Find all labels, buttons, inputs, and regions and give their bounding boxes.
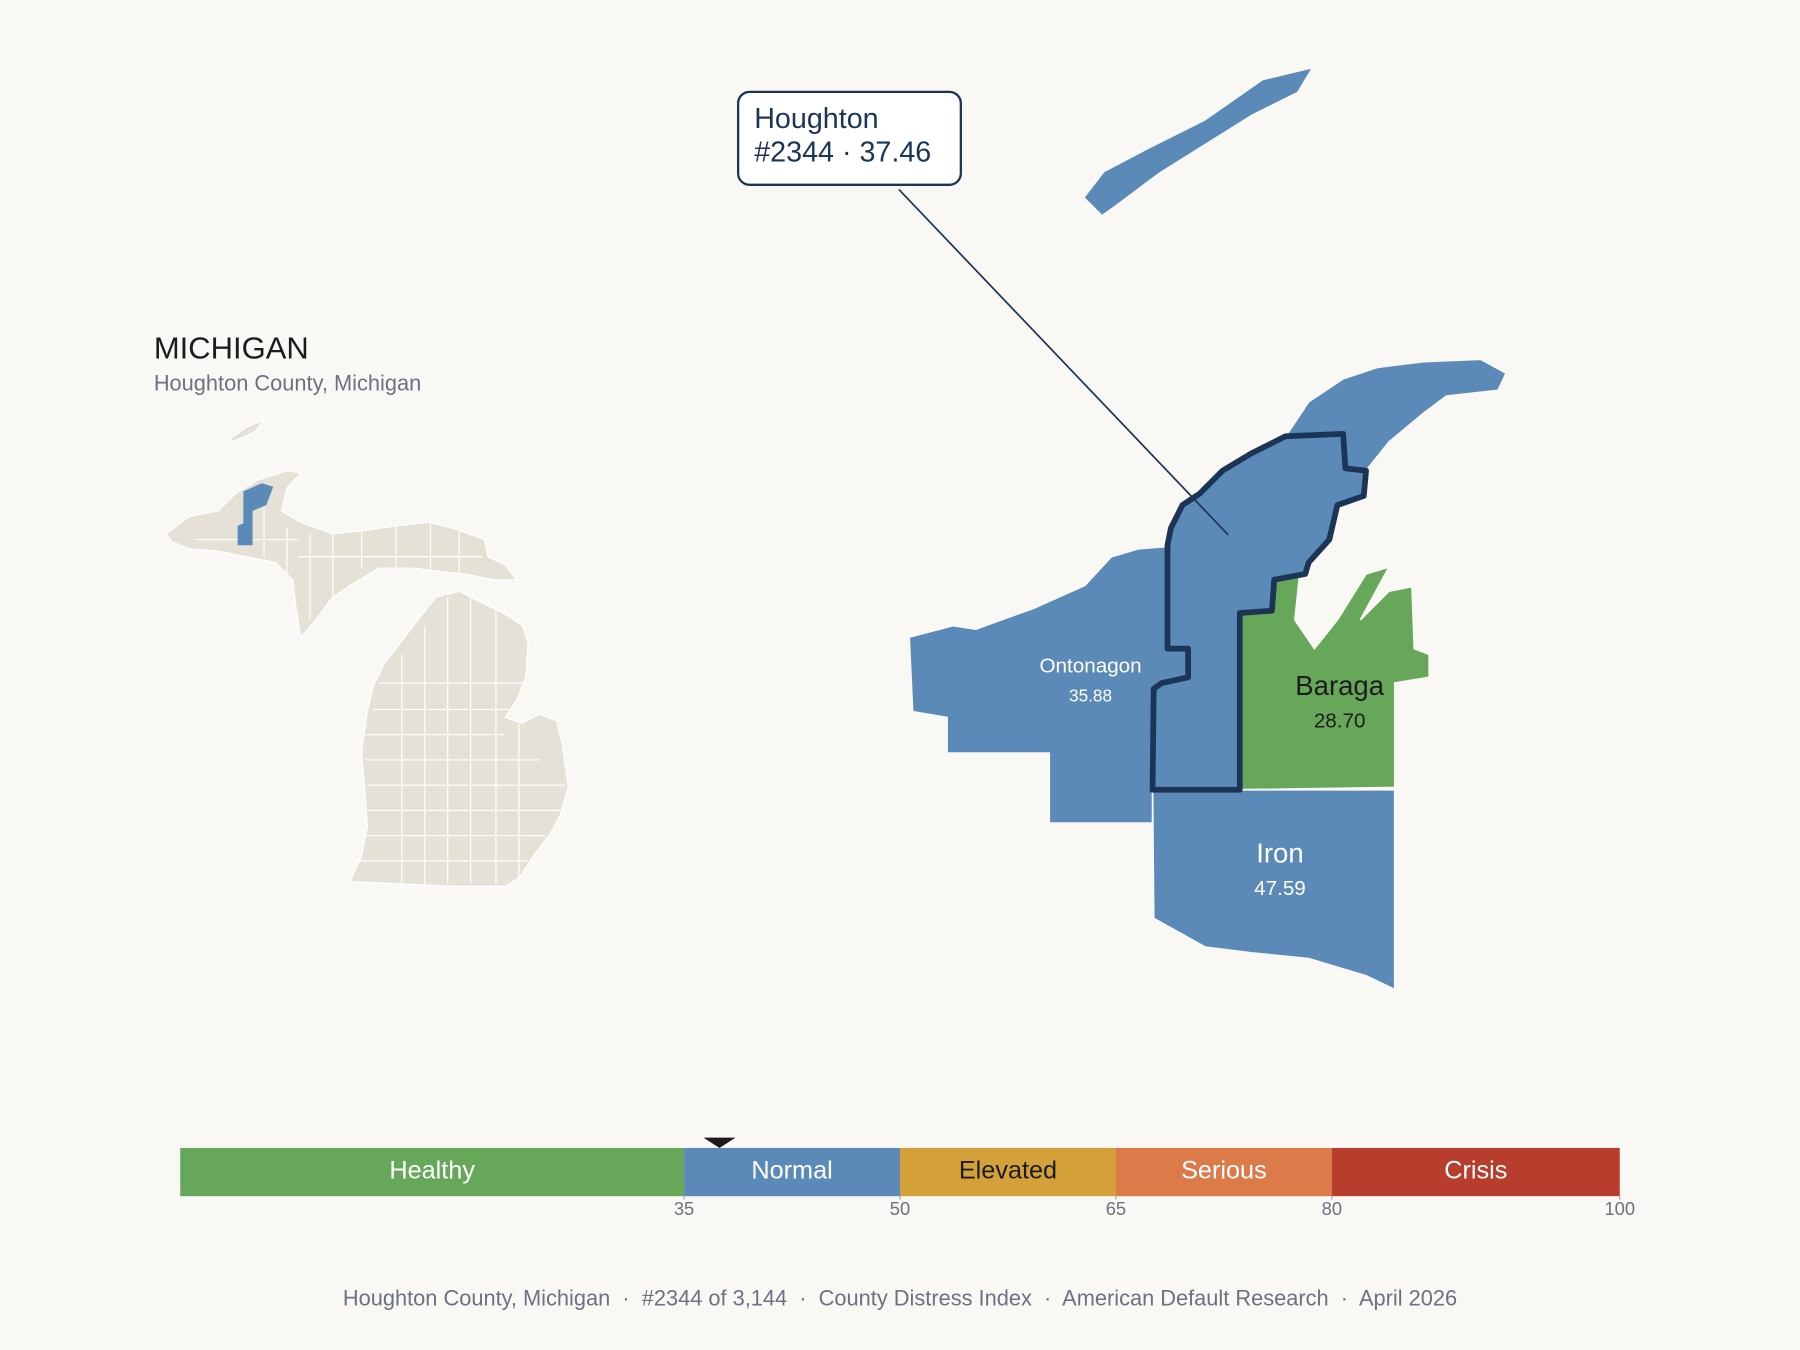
scale-band xyxy=(1331,1147,1620,1197)
scale-band-label: Crisis xyxy=(1444,1157,1507,1185)
county-iron xyxy=(1151,788,1396,991)
county-label: Iron xyxy=(1256,838,1303,869)
scale-tick-label: 65 xyxy=(1106,1198,1126,1219)
callout-detail: #2344 · 37.46 xyxy=(754,136,931,168)
scale-band-label: Healthy xyxy=(389,1157,475,1185)
scale-band-label: Elevated xyxy=(959,1157,1057,1185)
isle-royale xyxy=(1084,68,1311,215)
scale-band xyxy=(180,1147,685,1197)
county-grid xyxy=(195,505,565,884)
scale-tick-label: 35 xyxy=(674,1198,694,1219)
county-label: Ontonagon xyxy=(1039,654,1141,677)
scale-tick-label: 80 xyxy=(1322,1198,1342,1219)
county-label: Baraga xyxy=(1295,670,1385,701)
county-houghton[interactable] xyxy=(1149,431,1369,793)
county-value: 47.59 xyxy=(1254,877,1306,900)
county-value: 28.70 xyxy=(1314,710,1366,733)
upper-peninsula xyxy=(165,418,518,639)
state-locator xyxy=(165,418,569,887)
leader-line xyxy=(898,188,1229,536)
scale-band-label: Normal xyxy=(751,1157,832,1185)
scale-band xyxy=(900,1147,1116,1197)
scale-band xyxy=(1115,1147,1332,1197)
footer: Houghton County, Michigan · #2344 of 3,1… xyxy=(343,1285,1457,1310)
lower-peninsula xyxy=(349,590,569,887)
callout-box xyxy=(736,90,962,186)
scale-tick-label: 100 xyxy=(1604,1198,1635,1219)
scale-marker xyxy=(703,1137,736,1148)
title: MICHIGAN xyxy=(154,330,309,365)
locator-highlight xyxy=(237,483,274,546)
callout-name: Houghton xyxy=(754,103,878,135)
county-map xyxy=(908,68,1508,991)
subtitle: Houghton County, Michigan xyxy=(154,370,421,395)
scale-band xyxy=(684,1147,900,1197)
scale-tick-label: 50 xyxy=(890,1198,910,1219)
distress-scale: Healthy Normal Elevated Serious Crisis 35 50 65… xyxy=(180,1137,1635,1219)
county-value: 35.88 xyxy=(1069,685,1112,705)
scale-band-label: Serious xyxy=(1181,1157,1267,1185)
